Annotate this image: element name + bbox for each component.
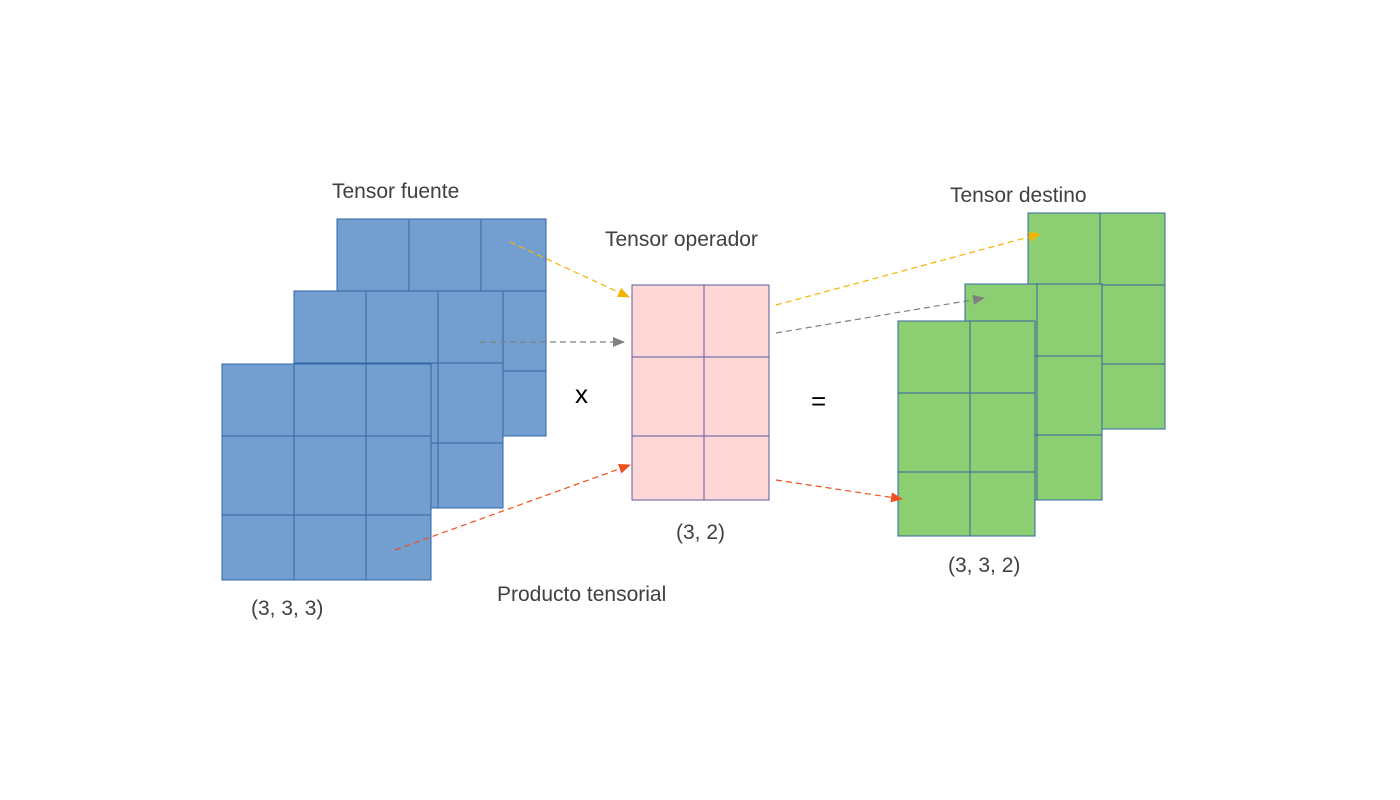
tensor-cell: [293, 363, 367, 437]
equals-symbol: =: [811, 386, 826, 416]
operator-title: Tensor operador: [605, 228, 758, 251]
source-tensor: [221, 218, 547, 581]
tensor-cell: [437, 290, 504, 364]
operator-tensor: [631, 284, 770, 501]
tensor-cell: [1099, 363, 1166, 430]
tensor-cell: [336, 218, 410, 292]
tensor-cell: [969, 471, 1036, 537]
tensor-cell: [703, 284, 770, 358]
product-caption: Producto tensorial: [497, 583, 666, 606]
tensor-cell: [365, 435, 432, 516]
arrow-operator-to-target-back: [775, 232, 1041, 306]
arrow-source-front-to-operator: [394, 464, 631, 551]
tensor-cell: [1027, 212, 1101, 286]
tensor-cell: [437, 362, 504, 444]
tensor-cell: [703, 435, 770, 501]
target-shape: (3, 3, 2): [948, 554, 1020, 577]
target-tensor: [897, 212, 1166, 537]
arrow-operator-to-target-middle: [775, 294, 985, 334]
tensor-cell: [1099, 284, 1166, 365]
tensor-cell: [631, 435, 705, 501]
tensor-cell: [631, 356, 705, 437]
tensor-cell: [365, 363, 432, 437]
tensor-cell: [897, 392, 971, 473]
tensor-cell: [703, 356, 770, 437]
tensor-cell: [1036, 283, 1103, 357]
target-layer-front: [897, 320, 1036, 537]
tensor-cell: [221, 435, 295, 516]
tensor-cell: [969, 320, 1036, 394]
tensor-cell: [293, 514, 367, 581]
tensor-cell: [293, 435, 367, 516]
source-shape: (3, 3, 3): [251, 597, 323, 620]
tensor-cell: [969, 392, 1036, 473]
tensor-cell: [365, 290, 439, 364]
tensor-cell: [221, 363, 295, 437]
tensor-cell: [293, 290, 367, 364]
tensor-cell: [1036, 355, 1103, 436]
tensor-cell: [1036, 434, 1103, 501]
multiply-symbol: x: [575, 379, 588, 409]
tensor-cell: [365, 514, 432, 581]
tensor-cell: [221, 514, 295, 581]
arrow-source-back-to-operator: [509, 241, 630, 298]
target-title: Tensor destino: [950, 184, 1087, 207]
tensor-cell: [897, 320, 971, 394]
arrow-operator-to-target-front: [775, 479, 903, 503]
source-layer-front: [221, 363, 432, 581]
source-title: Tensor fuente: [332, 180, 459, 203]
tensor-cell: [437, 442, 504, 509]
tensor-cell: [480, 218, 547, 292]
tensor-cell: [897, 471, 971, 537]
tensor-cell: [408, 218, 482, 292]
tensor-cell: [631, 284, 705, 358]
operator-shape: (3, 2): [676, 521, 725, 544]
tensor-cell: [1099, 212, 1166, 286]
arrows: [394, 232, 1041, 551]
